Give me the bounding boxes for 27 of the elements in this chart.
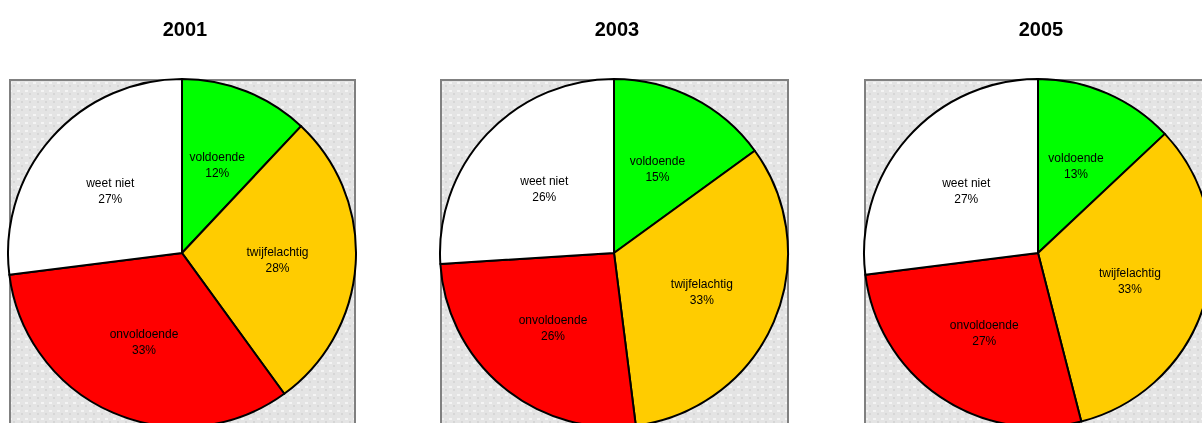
data-label: 13%: [1063, 167, 1089, 182]
slice-label: onvoldoende: [109, 326, 179, 341]
data-label: 33%: [689, 293, 715, 308]
slice-label: onvoldoende: [518, 312, 588, 327]
slice-label: twijfelachtig: [246, 245, 309, 260]
chart-title: 2005: [1018, 18, 1064, 40]
data-label: 26%: [532, 189, 557, 204]
data-label: 26%: [540, 328, 566, 343]
slice-label: voldoende: [1048, 151, 1105, 166]
data-label: 27%: [954, 191, 979, 206]
slice-label: voldoende: [629, 153, 686, 168]
data-label: 28%: [265, 261, 290, 276]
slice-label: twijfelachtig: [1098, 265, 1161, 280]
slice-label: twijfelachtig: [670, 277, 733, 292]
data-label: 33%: [1117, 281, 1143, 296]
slice-label: weet niet: [85, 175, 135, 190]
data-label: 27%: [98, 191, 123, 206]
slice-label: weet niet: [941, 175, 991, 190]
data-label: 27%: [972, 334, 997, 349]
data-label: 12%: [205, 166, 230, 181]
chart-title: 2001: [162, 18, 208, 40]
slice-label: voldoende: [189, 150, 246, 165]
chart-title: 2003: [594, 18, 640, 40]
slice-label: onvoldoende: [949, 318, 1019, 333]
data-label: 33%: [131, 342, 157, 357]
data-label: 15%: [645, 169, 670, 184]
slice-label: weet niet: [519, 173, 569, 188]
